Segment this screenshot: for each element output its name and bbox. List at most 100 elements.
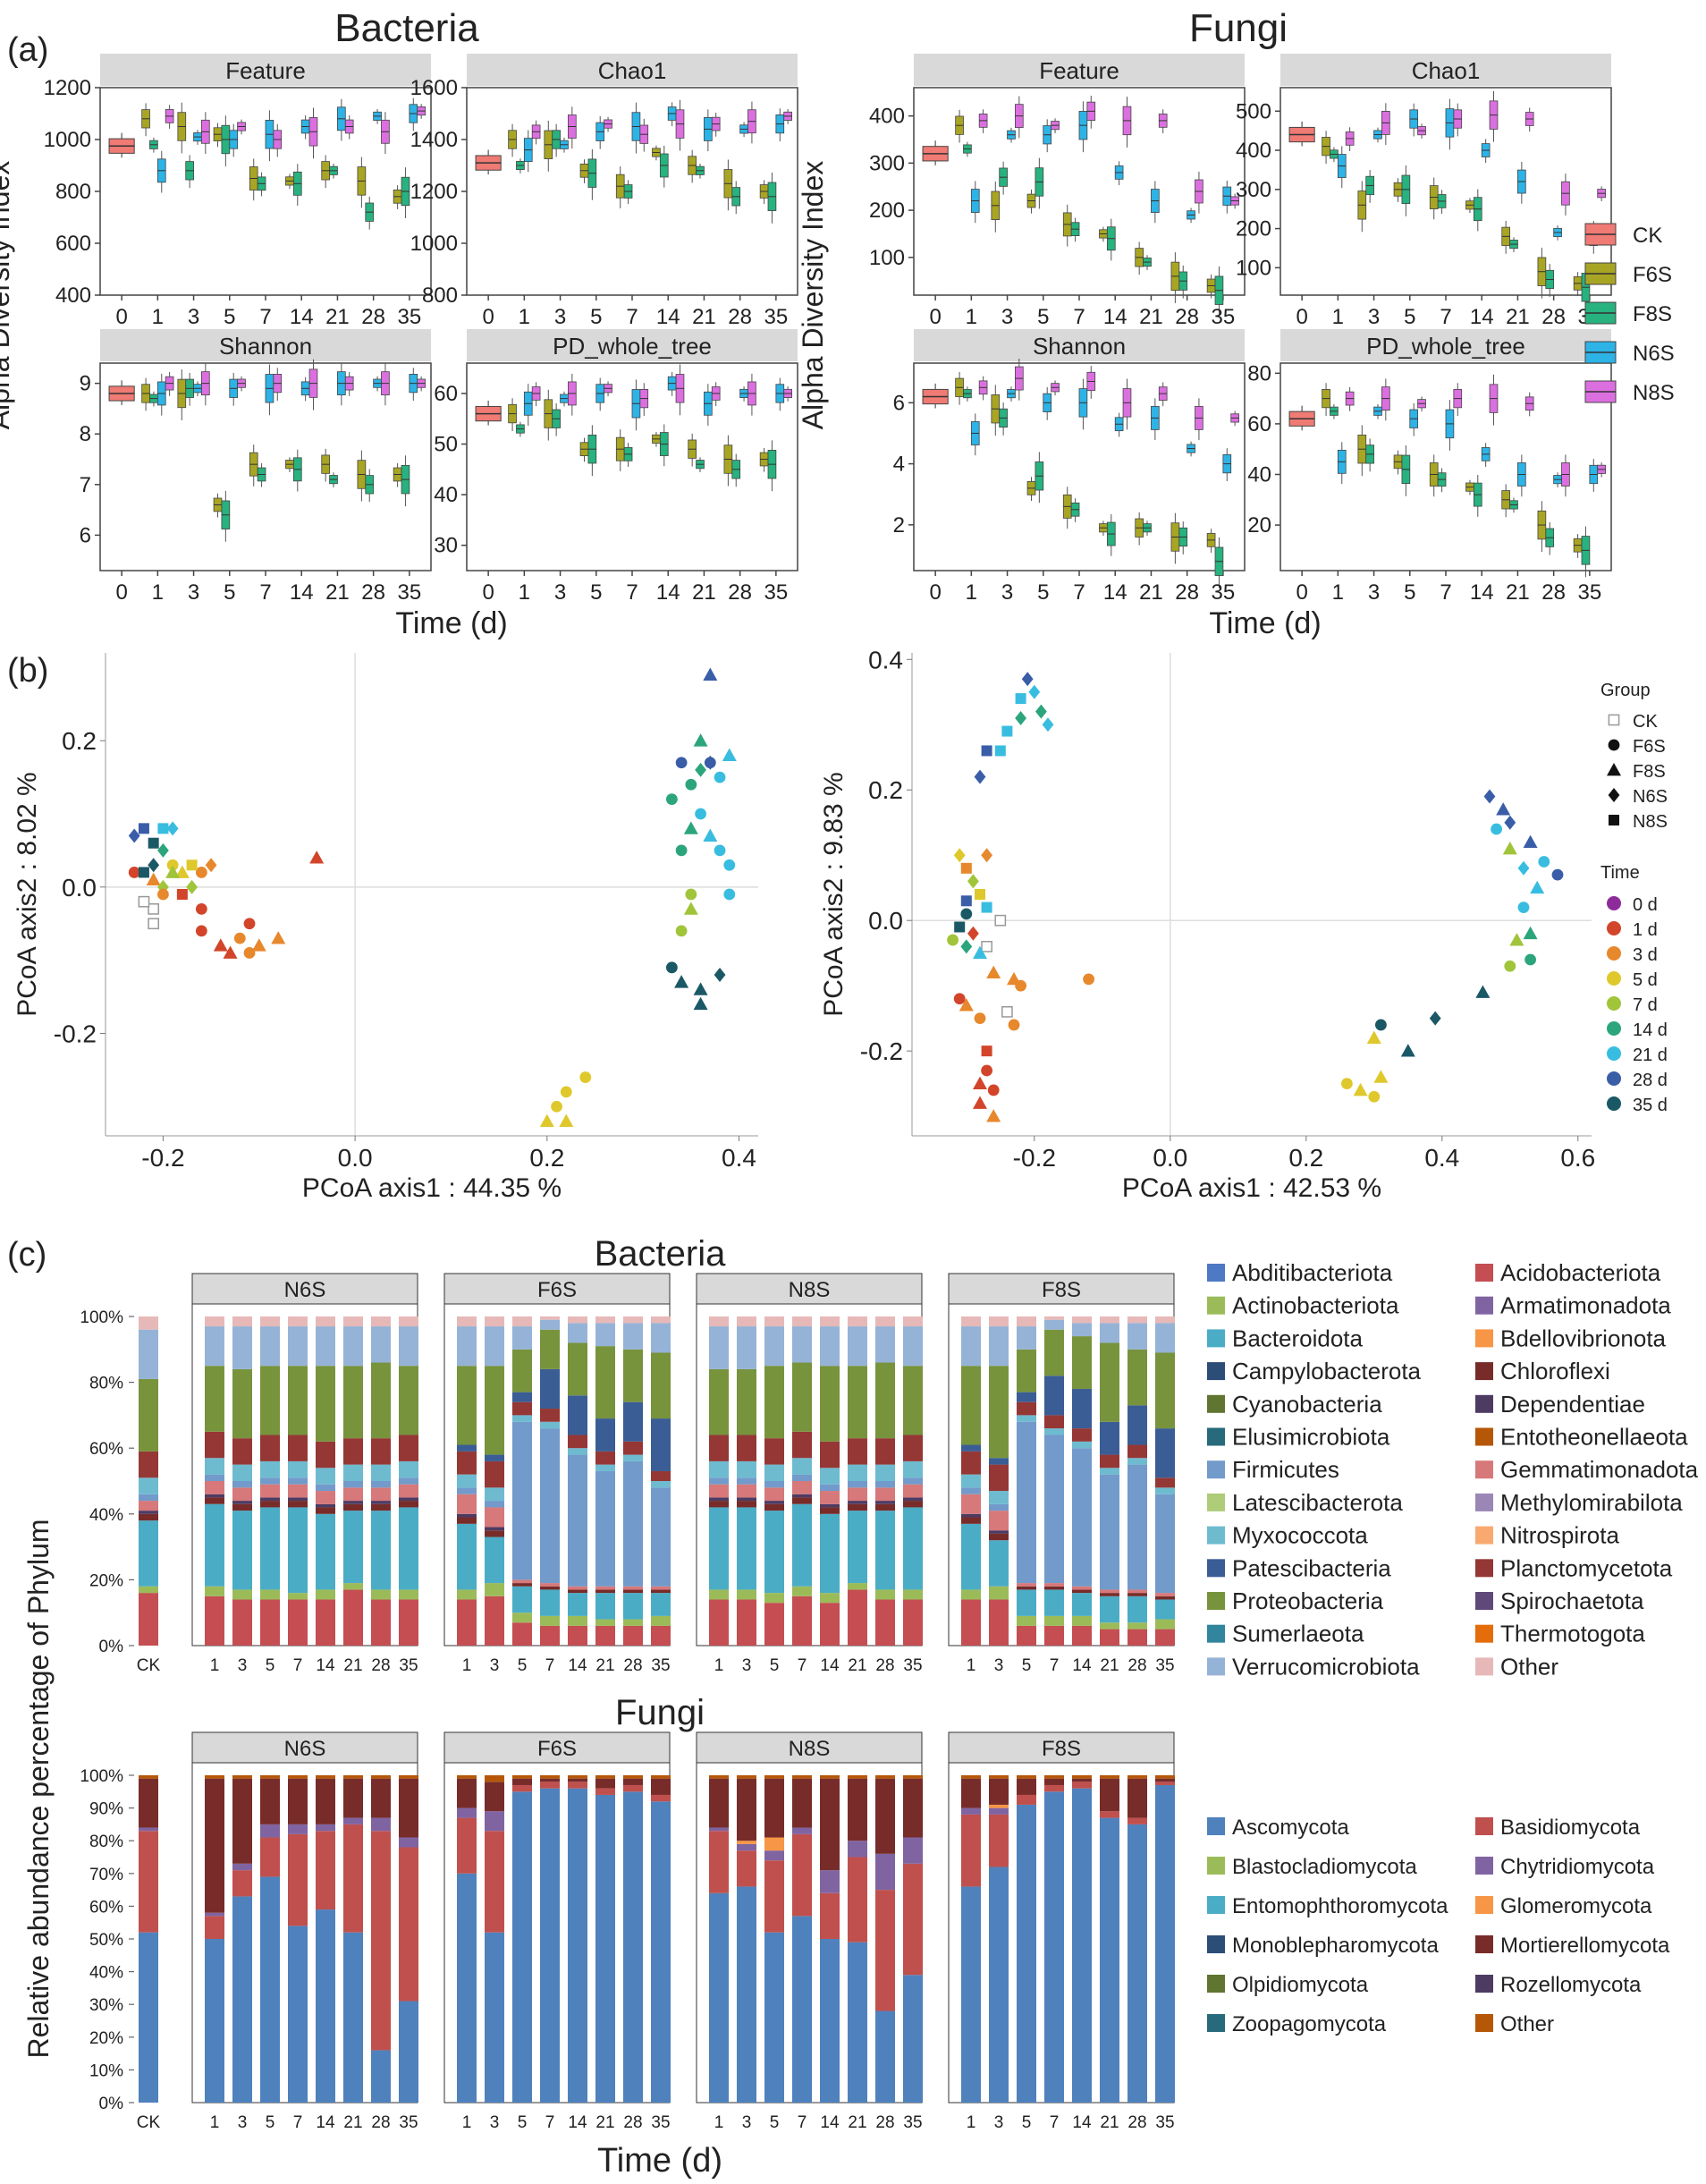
legend-phylum-label: Zoopagomycota: [1232, 2012, 1387, 2036]
bar-seg-Firmicutes: [595, 1470, 615, 1587]
bar-seg-Chloroflexi: [288, 1501, 308, 1508]
point-N8S: [1609, 815, 1619, 825]
point-F6S: [233, 932, 246, 944]
bar-seg-Planctomycetota: [540, 1409, 560, 1422]
bar-seg-Other: [651, 1316, 671, 1324]
legend-phylum-label: Latescibacterota: [1232, 1489, 1403, 1516]
bar-seg-Myxococcota: [288, 1460, 308, 1478]
facet-strip: [914, 54, 1245, 86]
bar-seg-Planctomycetota: [848, 1438, 867, 1465]
bar-seg-Glomeromycota: [989, 1804, 1009, 1808]
legend-swatch: [1475, 1975, 1493, 1993]
legend-phylum-label: Chloroflexi: [1500, 1358, 1610, 1384]
bar-seg-Planctomycetota: [205, 1431, 224, 1459]
bar-seg-Verrucomicrobiota: [260, 1326, 280, 1367]
bar-seg-Gemmatimonadota: [792, 1481, 812, 1494]
bar-seg-Other: [1100, 1775, 1119, 1779]
x-tick-label: 0.4: [1424, 1144, 1459, 1172]
bar-seg-Chloroflexi: [316, 1507, 335, 1514]
point-F8S: [1509, 933, 1524, 946]
bar-seg-Acidobacteriota: [764, 1603, 784, 1646]
group-label: N8S: [789, 1737, 831, 1761]
bar-seg-Bacteroidota: [1072, 1593, 1092, 1616]
x-tick-label: 21: [595, 1656, 614, 1675]
bar-seg-Bacteroidota: [903, 1507, 923, 1590]
bar-seg-Proteobacteria: [1100, 1342, 1119, 1422]
facet-title: Feature: [1039, 57, 1119, 84]
y-tick-label: 50%: [89, 1931, 123, 1950]
stack-ylabel: Relative abundance percentage of Phylum: [22, 1519, 55, 2058]
scatter-panel: [912, 653, 1592, 1136]
bar-seg-Mortierellomycota: [1044, 1778, 1064, 1785]
bar-seg-Other: [989, 1316, 1009, 1327]
bar-seg-Dependentiae: [961, 1513, 981, 1518]
y-tick-label: 20%: [89, 1571, 123, 1590]
x-tick-label: 21: [848, 2113, 866, 2132]
bar-seg-Gemmatimonadota: [139, 1501, 158, 1511]
point-F6S: [675, 844, 688, 857]
x-tick-label: 14: [656, 580, 680, 605]
y-tick-label: 2: [893, 513, 905, 538]
bar-seg-Bacteroidota: [595, 1593, 615, 1620]
bar-seg-Chloroflexi: [540, 1586, 560, 1590]
bar-seg-Basidiomycota: [764, 1860, 784, 1933]
bar-seg-Basidiomycota: [1155, 1782, 1175, 1785]
bar-seg-Patescibacteria: [1155, 1428, 1175, 1478]
bar-seg-Chytridiomycota: [903, 1837, 923, 1864]
legend-time-dot: [1607, 921, 1621, 935]
x-tick-label: 7: [293, 2113, 303, 2132]
x-tick-label: 3: [188, 305, 199, 329]
bar-seg-Basidiomycota: [651, 1794, 671, 1802]
bar-seg-Proteobacteria: [961, 1366, 981, 1445]
point-N6S: [967, 926, 979, 941]
bar-seg-Chytridiomycota: [485, 1811, 504, 1832]
legend-phylum-label: Actinobacteriota: [1232, 1292, 1399, 1319]
legend-label: CK: [1633, 224, 1662, 248]
x-tick-label: 5: [224, 580, 235, 605]
x-tick-label: 5: [1037, 580, 1049, 605]
y-tick-label: 0.2: [62, 727, 97, 755]
legend-time-dot: [1607, 971, 1621, 986]
bar-seg-Chytridiomycota: [139, 1827, 158, 1832]
bar-seg-Ascomycota: [512, 1791, 532, 2103]
bar-seg-Actinobacteriota: [288, 1593, 308, 1600]
x-tick-label: 5: [518, 1656, 528, 1675]
bar-seg-Myxococcota: [595, 1464, 615, 1471]
x-tick-label: 7: [1050, 2113, 1060, 2132]
legend-time-dot: [1607, 996, 1621, 1011]
bar-seg-Ascomycota: [568, 1788, 587, 2103]
x-tick-label: 28: [361, 305, 385, 329]
bar-seg-Bacteroidota: [1155, 1599, 1175, 1620]
bar-seg-Other: [737, 1316, 756, 1327]
bar-seg-Verrucomicrobiota: [457, 1326, 477, 1367]
x-tick-label: 21: [1139, 305, 1163, 329]
bar-seg-Myxococcota: [792, 1458, 812, 1475]
bar-seg-Acidobacteriota: [316, 1599, 335, 1646]
bar-seg-Gemmatimonadota: [1072, 1586, 1092, 1590]
bar-seg-Ascomycota: [1044, 1791, 1064, 2103]
point-F8S: [309, 851, 325, 864]
bar-seg-Proteobacteria: [568, 1342, 587, 1396]
y-tick-label: 30: [434, 534, 458, 558]
bar-seg-Other: [512, 1775, 532, 1779]
legend-phylum-label: Patescibacteria: [1232, 1554, 1391, 1581]
x-tick-label: 21: [1506, 305, 1530, 329]
x-tick-label: 28: [728, 305, 752, 329]
x-tick-label: 35: [399, 2113, 418, 2132]
x-tick-label: 5: [266, 2113, 275, 2132]
bar-seg-Firmicutes: [568, 1454, 587, 1587]
bar-seg-Other: [568, 1775, 587, 1779]
point-F8S: [1607, 763, 1621, 776]
bar-seg-Gemmatimonadota: [316, 1491, 335, 1504]
x-tick-label: 7: [545, 1656, 555, 1675]
group-strip: [696, 1731, 923, 1764]
bar-seg-Gemmatimonadota: [457, 1494, 477, 1514]
bar-seg-Proteobacteria: [848, 1366, 867, 1439]
point-N6S: [695, 762, 706, 777]
bar-seg-Planctomycetota: [232, 1438, 252, 1465]
bar-seg-Bacteroidota: [399, 1507, 418, 1590]
bar-seg-Ascomycota: [820, 1939, 840, 2103]
point-F6S: [551, 1100, 562, 1113]
bar-seg-Planctomycetota: [595, 1451, 615, 1465]
